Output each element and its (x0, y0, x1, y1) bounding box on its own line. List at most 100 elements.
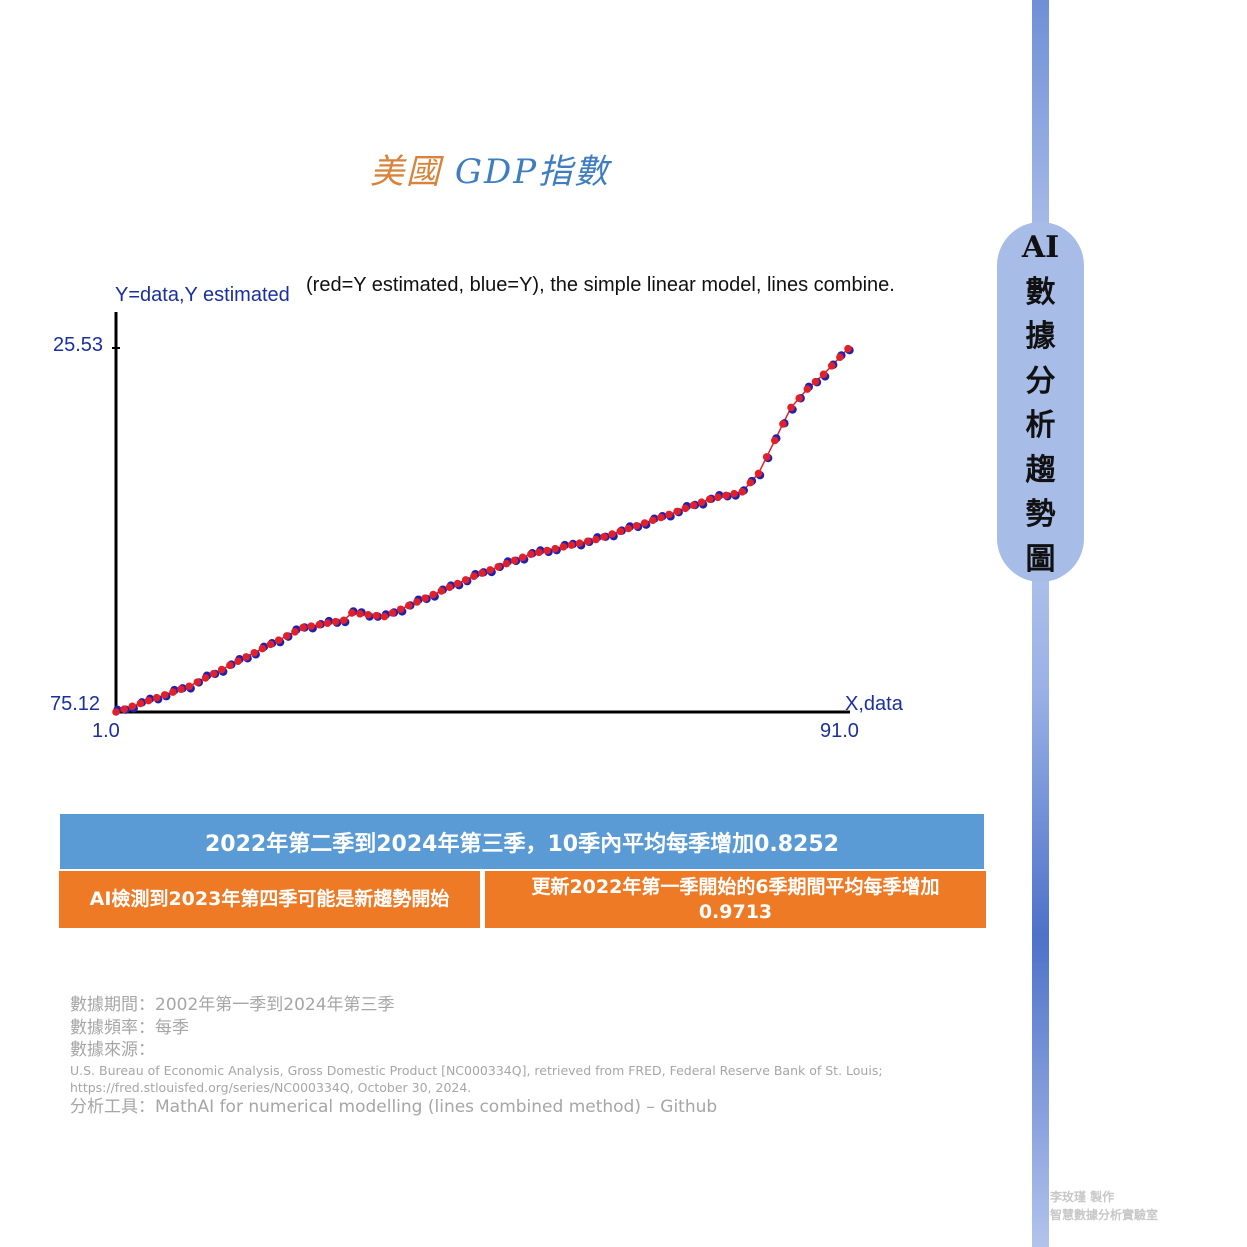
side-title-char: 分 (1025, 363, 1056, 399)
estimated-point (193, 678, 202, 686)
estimated-point (356, 610, 364, 618)
notes-section: 數據期間：2002年第一季到2024年第三季 數據頻率：每季 數據來源： U.S… (70, 994, 970, 1118)
estimated-point (470, 572, 478, 581)
estimated-point (795, 394, 803, 403)
estimated-point (844, 344, 852, 353)
estimated-point (283, 632, 291, 640)
estimated-point (640, 519, 649, 527)
update-box-line1: 更新2022年第一季開始的6季期間平均每季增加 (531, 875, 940, 898)
estimated-point (380, 612, 389, 621)
estimated-point (388, 609, 397, 617)
side-title-char: AI (1021, 230, 1060, 265)
estimated-point (811, 377, 820, 386)
estimated-point (429, 590, 438, 599)
estimated-point (624, 524, 633, 533)
estimated-point (372, 611, 381, 620)
gdp-chart: Y=data,Y estimated (red=Y estimated, blu… (48, 265, 968, 755)
estimated-point (185, 682, 193, 691)
x-max-label: 91.0 (820, 720, 859, 742)
side-title-char: 圖 (1025, 541, 1056, 577)
estimated-point (112, 708, 120, 716)
estimated-point (242, 653, 250, 661)
side-title-char: 勢 (1025, 497, 1056, 532)
chart-ylabel: Y=data,Y estimated (115, 284, 290, 306)
side-title: AI 數據分析趨勢圖 (997, 226, 1084, 582)
summary-banner: 2022年第二季到2024年第三季，10季內平均每季增加0.8252 (60, 814, 984, 869)
estimated-point (738, 488, 747, 496)
estimated-point (339, 616, 348, 625)
estimated-point (657, 513, 665, 522)
note-source-line2: https://fred.stlouisfed.org/series/NC000… (70, 1079, 472, 1095)
estimated-point (559, 543, 568, 551)
estimated-point (421, 594, 429, 603)
estimated-point (136, 699, 145, 708)
note-source-label: 數據來源： (70, 1040, 155, 1060)
chart-svg: Y=data,Y estimated (red=Y estimated, blu… (50, 274, 904, 742)
estimated-point (819, 370, 828, 379)
side-title-char: 據 (1025, 319, 1056, 354)
side-decor-bar (1032, 0, 1049, 1247)
estimated-point (803, 385, 812, 393)
estimated-point (535, 548, 543, 557)
estimated-point (689, 501, 698, 510)
watermark-line1: 李玫瑾 製作 (1050, 1190, 1115, 1204)
estimated-point (673, 507, 681, 516)
estimated-point (510, 556, 519, 565)
estimated-point (575, 539, 584, 547)
estimated-point (437, 587, 446, 595)
estimated-point (827, 361, 836, 370)
estimated-point (787, 403, 795, 412)
estimated-point (258, 644, 267, 653)
estimated-point (779, 420, 787, 428)
estimated-point (494, 562, 503, 571)
estimated-point (120, 705, 128, 713)
title-part-1: 美國 (370, 152, 442, 192)
estimated-point (632, 521, 641, 530)
estimated-point (486, 566, 494, 574)
side-title-char: 趨 (1025, 452, 1056, 488)
estimated-point (583, 537, 592, 546)
estimated-point (152, 693, 161, 702)
estimated-point (323, 619, 332, 627)
note-tool: 分析工具：MathAI for numerical modelling (lin… (70, 1096, 718, 1117)
estimated-point (649, 516, 657, 525)
estimated-point (608, 530, 616, 538)
estimated-point (250, 648, 259, 657)
estimated-point (453, 579, 462, 588)
estimated-point (144, 696, 153, 705)
side-title-char: 析 (1025, 408, 1056, 443)
estimated-point (274, 636, 283, 644)
estimated-point (746, 478, 755, 487)
estimated-point (600, 532, 608, 541)
title-part-2: GDP指數 (454, 152, 611, 192)
note-period: 數據期間：2002年第一季到2024年第三季 (70, 995, 395, 1015)
estimated-point (217, 665, 226, 674)
estimated-point (405, 601, 413, 610)
page-title: 美國 GDP指數 (370, 144, 610, 194)
estimated-point (754, 469, 763, 478)
estimated-point (771, 436, 779, 445)
estimated-point (291, 627, 299, 636)
estimated-point (616, 527, 625, 536)
estimated-point (665, 510, 673, 519)
estimated-point (730, 489, 738, 498)
estimated-point (201, 674, 210, 682)
note-source-line1: U.S. Bureau of Economic Analysis, Gross … (70, 1062, 883, 1078)
chart-header: (red=Y estimated, blue=Y), the simple li… (306, 274, 895, 296)
estimated-point (169, 688, 177, 696)
watermark: 李玫瑾 製作 智慧數據分析實驗室 (1050, 1188, 1158, 1224)
estimated-point (705, 495, 714, 503)
estimated-point (836, 353, 844, 362)
estimated-point (461, 576, 470, 584)
estimated-point (543, 546, 551, 555)
estimated-point (714, 493, 722, 502)
estimated-point (299, 623, 307, 632)
estimated-point (307, 622, 316, 630)
estimated-point (681, 504, 690, 513)
estimated-point (697, 498, 706, 506)
watermark-line2: 智慧數據分析實驗室 (1050, 1208, 1159, 1222)
estimated-point (234, 657, 242, 665)
estimated-point (527, 550, 535, 558)
estimated-point (592, 535, 600, 544)
estimated-point (348, 609, 356, 617)
